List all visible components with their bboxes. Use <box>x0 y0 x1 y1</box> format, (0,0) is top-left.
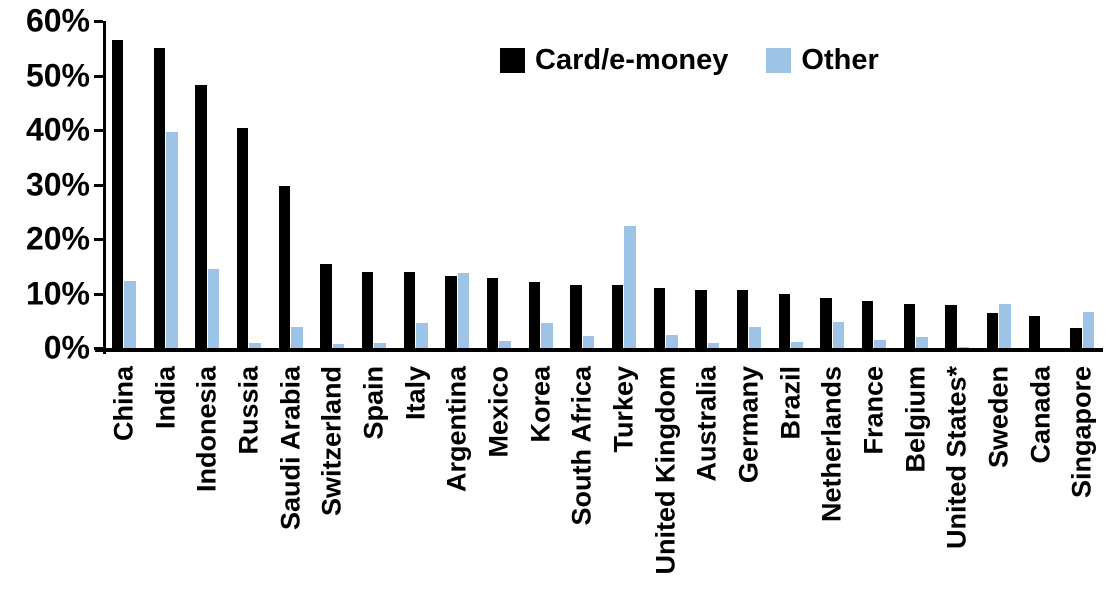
bar-other <box>332 344 345 348</box>
x-axis-category-label: Argentina <box>441 366 472 493</box>
bar-card-e-money <box>111 40 124 348</box>
bar-other <box>249 342 261 348</box>
bar-other <box>832 321 845 348</box>
x-axis-category-label: Belgium <box>900 366 930 473</box>
x-axis-category-label: Italy <box>400 366 430 421</box>
bar-card-e-money <box>320 263 332 348</box>
y-axis-tick-mark <box>94 292 103 296</box>
bar-other <box>541 323 553 348</box>
bar-card-e-money <box>695 289 707 348</box>
y-axis-tick-mark <box>94 183 103 187</box>
legend-label: Other <box>801 44 879 76</box>
bar-other <box>207 268 220 348</box>
bar-card-e-money <box>195 85 207 348</box>
bar-other <box>1082 312 1095 348</box>
bar-other <box>957 346 970 348</box>
bar-card-e-money <box>153 48 165 348</box>
y-axis <box>103 21 106 354</box>
y-axis-tick-label: 50% <box>25 57 90 93</box>
bar-card-e-money <box>986 313 999 348</box>
bar-other <box>624 225 636 348</box>
x-axis <box>95 348 1103 352</box>
bar-card-e-money <box>403 271 415 348</box>
x-axis-category-label: South Africa <box>566 366 597 526</box>
legend-item-other: Other <box>766 44 879 77</box>
x-axis-category-label: Spain <box>358 366 389 440</box>
bar-other <box>291 326 303 348</box>
bar-other <box>457 272 470 348</box>
x-axis-category-label: Germany <box>733 366 764 484</box>
bar-card-e-money <box>528 282 540 348</box>
card-e-money-swatch-icon <box>500 48 525 73</box>
x-axis-category-label: Turkey <box>608 366 639 453</box>
y-axis-tick-label: 30% <box>25 166 90 202</box>
bar-card-e-money <box>445 276 457 348</box>
bar-card-e-money <box>278 185 290 348</box>
x-axis-category-label: France <box>858 366 889 455</box>
x-axis-category-label: United States* <box>941 366 972 550</box>
y-axis-tick-label: 0% <box>43 329 90 366</box>
x-axis-category-label: Korea <box>525 366 555 443</box>
bar-other <box>916 337 928 348</box>
x-axis-category-label: Australia <box>691 366 722 482</box>
chart-legend: Card/e-money Other <box>500 44 879 77</box>
y-axis-tick-mark <box>94 129 103 132</box>
y-axis-tick-mark <box>94 238 103 241</box>
x-axis-category-label: Switzerland <box>316 366 347 517</box>
bar-card-e-money <box>903 303 915 348</box>
bar-other <box>749 326 761 348</box>
bar-card-e-money <box>361 271 374 348</box>
bar-card-e-money <box>736 290 749 348</box>
bar-card-e-money <box>611 285 624 348</box>
bar-card-e-money <box>1070 327 1082 348</box>
x-axis-category-label: Singapore <box>1066 366 1097 499</box>
bar-other <box>582 336 595 348</box>
bar-other <box>999 303 1011 348</box>
bar-other <box>416 323 428 348</box>
legend-label: Card/e-money <box>535 44 729 76</box>
bar-card-e-money <box>778 294 790 348</box>
y-axis-tick-label: 60% <box>25 2 90 39</box>
bar-other <box>124 280 136 348</box>
bar-card-e-money <box>861 301 874 348</box>
bar-other <box>791 342 803 348</box>
bar-card-e-money <box>945 305 957 348</box>
bar-other <box>166 131 178 348</box>
y-axis-tick-mark <box>94 20 103 23</box>
bar-card-e-money <box>486 278 499 348</box>
x-axis-category-label: India <box>150 366 180 430</box>
x-axis-category-label: China <box>108 366 139 442</box>
x-axis-category-label: Mexico <box>483 366 514 458</box>
legend-item-card-e-money: Card/e-money <box>500 44 728 77</box>
bar-other <box>374 343 386 348</box>
x-axis-category-label: Canada <box>1025 366 1055 464</box>
other-swatch-icon <box>766 48 792 73</box>
bar-other <box>499 340 511 348</box>
bar-other <box>874 339 886 348</box>
x-axis-category-label: United Kingdom <box>650 366 680 575</box>
x-axis-category-label: Brazil <box>775 366 805 440</box>
x-axis-category-label: Netherlands <box>816 366 847 523</box>
bar-card-e-money <box>653 288 665 348</box>
bar-card-e-money <box>570 284 582 348</box>
bar-other <box>707 343 720 348</box>
x-axis-category-label: Saudi Arabia <box>275 366 305 531</box>
bar-card-e-money <box>236 127 249 348</box>
x-axis-category-label: Russia <box>233 366 264 455</box>
y-axis-tick-label: 40% <box>25 111 90 148</box>
x-axis-category-label: Indonesia <box>191 366 222 493</box>
y-axis-tick-label: 10% <box>25 275 90 311</box>
x-axis-category-label: Sweden <box>983 366 1014 469</box>
y-axis-tick-mark <box>94 74 103 78</box>
y-axis-tick-label: 20% <box>25 220 90 257</box>
bar-card-e-money <box>820 297 832 348</box>
bar-card-e-money <box>1028 316 1040 348</box>
bar-other <box>666 335 678 348</box>
